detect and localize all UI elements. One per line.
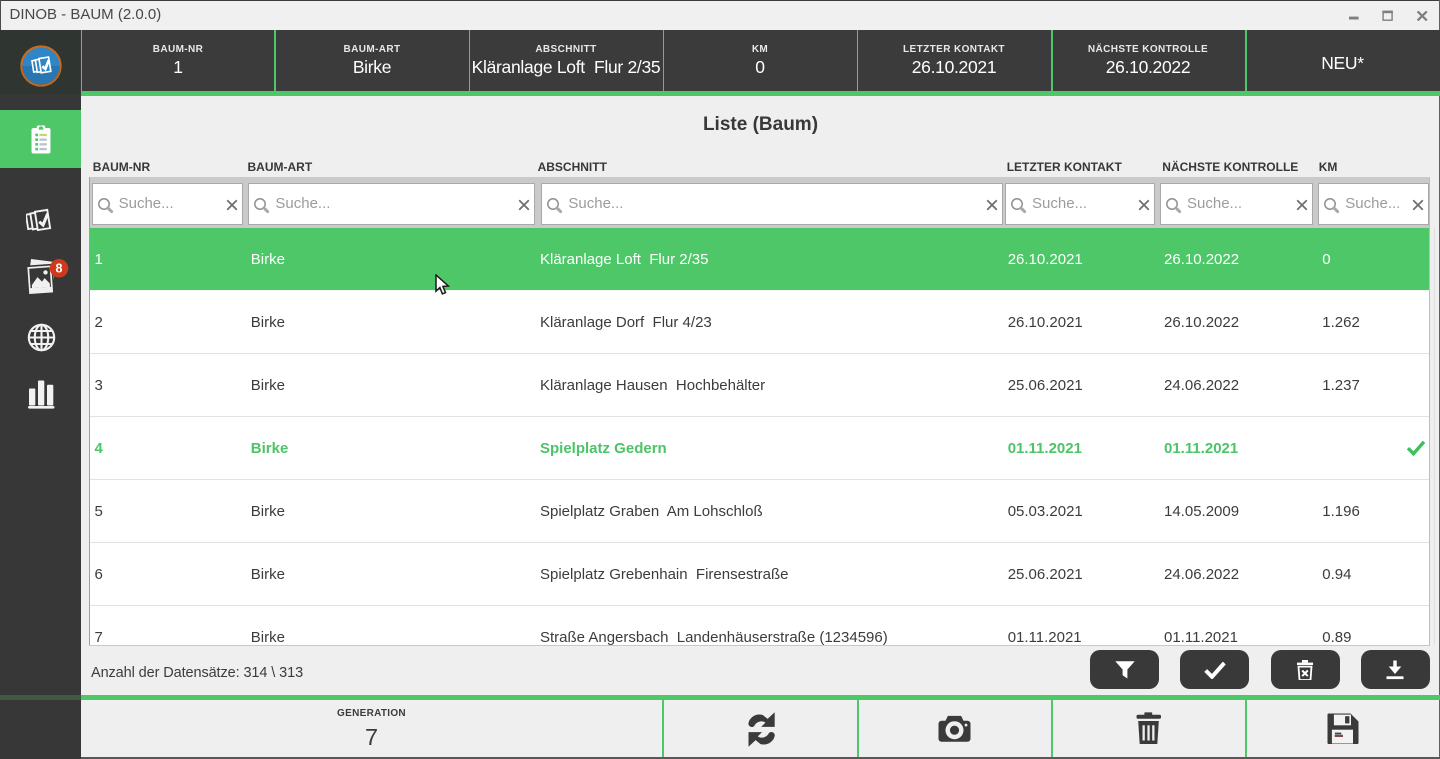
svg-text:8: 8 <box>56 262 63 276</box>
